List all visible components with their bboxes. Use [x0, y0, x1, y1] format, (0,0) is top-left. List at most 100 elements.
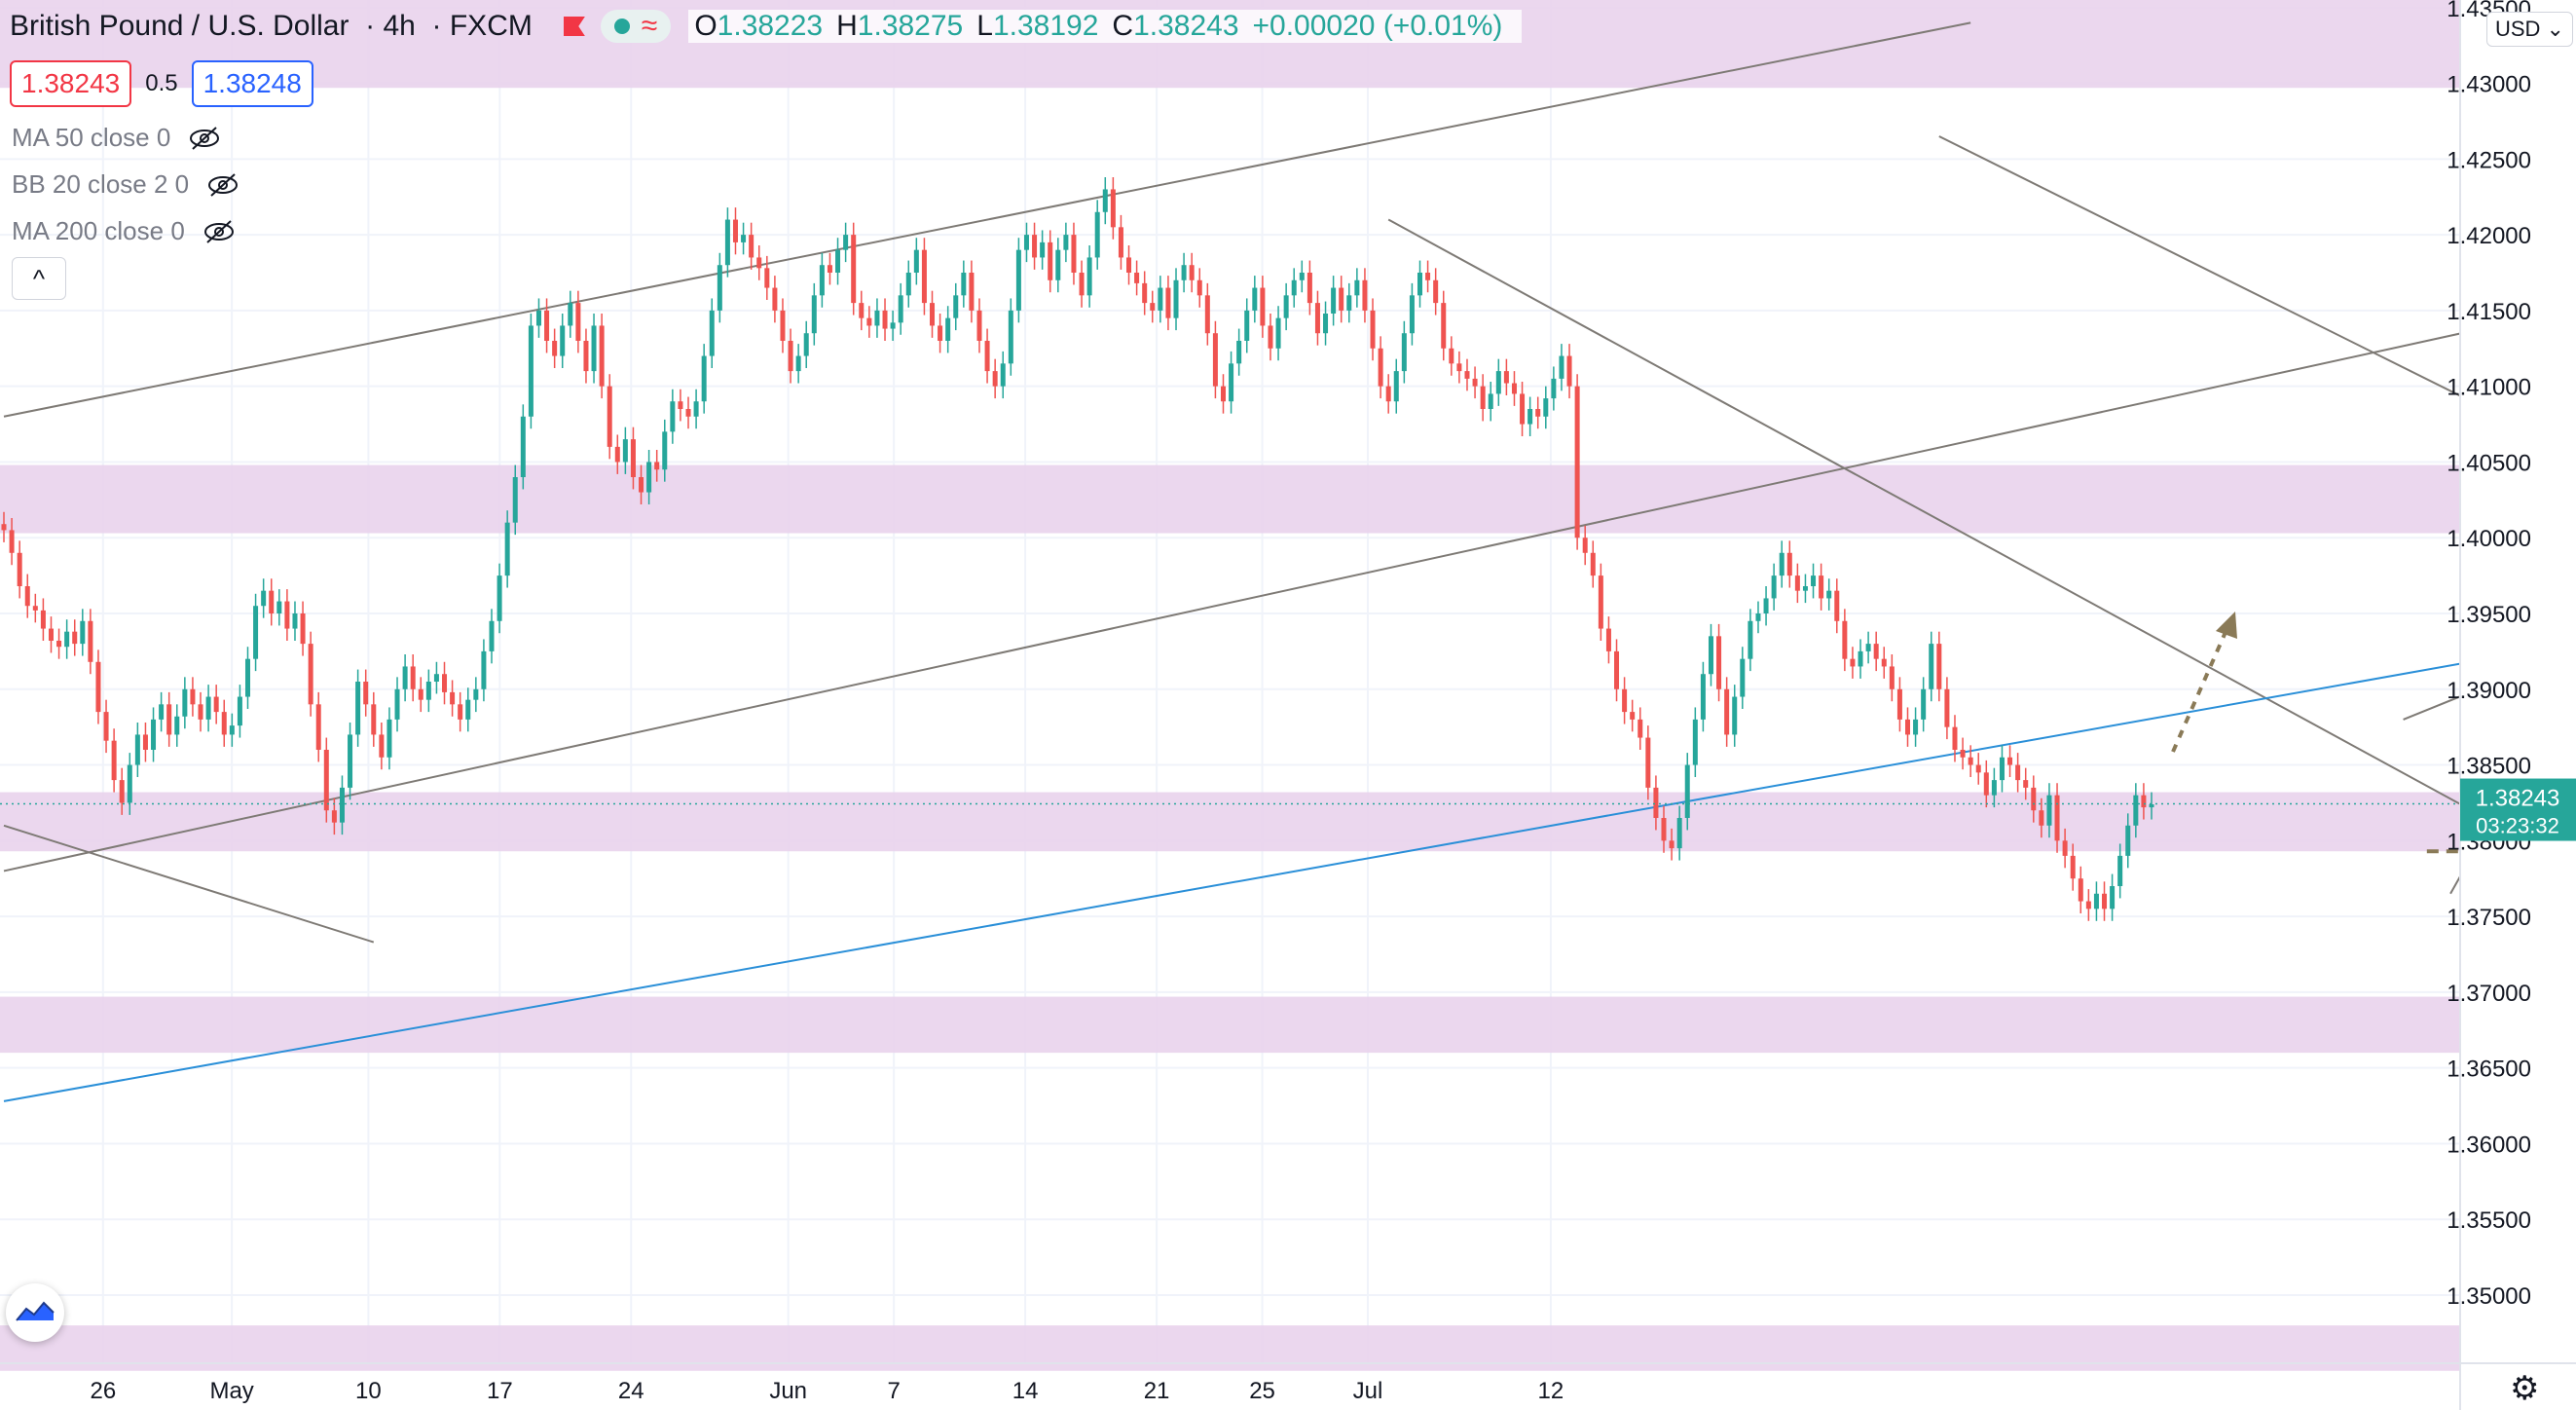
candle-body: [1913, 719, 1919, 735]
candle-body: [1543, 398, 1549, 417]
candle-body: [1086, 257, 1092, 296]
time-tick-label: 21: [1144, 1378, 1170, 1404]
flag-icon[interactable]: [563, 17, 585, 36]
candle-body: [1393, 371, 1399, 402]
candle-body: [662, 431, 668, 470]
candle-body: [1904, 719, 1911, 735]
price-tick-label: 1.35500: [2447, 1207, 2531, 1234]
candle-body: [292, 613, 298, 629]
candle-body: [1511, 383, 1517, 394]
candle-body: [1574, 386, 1580, 538]
candle-body: [410, 666, 416, 689]
candle-body: [756, 257, 762, 269]
indicator-ma50[interactable]: MA 50 close 0: [12, 123, 221, 153]
candle-body: [693, 401, 699, 417]
candle-body: [315, 704, 321, 750]
candle-body: [1362, 279, 1368, 311]
candle-body: [1692, 719, 1698, 765]
candle-body: [425, 682, 431, 700]
buy-price-button[interactable]: 1.38248: [191, 60, 313, 107]
market-open-dot-icon: [613, 19, 630, 34]
candle-body: [1032, 235, 1038, 258]
candle-body: [1094, 211, 1100, 258]
candle-body: [269, 590, 275, 613]
candle-body: [24, 586, 30, 607]
symbol-title[interactable]: British Pound / U.S. Dollar · 4h · FXCM: [10, 10, 533, 42]
candle-body: [363, 682, 369, 705]
status-pill[interactable]: ≈: [600, 10, 672, 43]
candle-body: [1960, 750, 1966, 758]
price-tick-label: 1.39500: [2447, 602, 2531, 628]
candle-body: [1464, 371, 1470, 379]
indicator-label: MA 200 close 0: [12, 216, 185, 245]
candle-body: [1236, 341, 1242, 364]
collapse-indicators-button[interactable]: ^: [12, 257, 66, 300]
candle-body: [749, 235, 754, 258]
candle-body: [1535, 409, 1541, 417]
time-axis: 26 May 10 17 24 Jun 7 14 21 25 Jul 12: [0, 1362, 2576, 1404]
arrow-head-icon: [2216, 612, 2237, 639]
eye-hidden-icon[interactable]: [206, 172, 239, 198]
indicator-bb20[interactable]: BB 20 close 2 0: [12, 169, 239, 200]
indicator-label: BB 20 close 2 0: [12, 169, 190, 199]
price-tick-label: 1.40000: [2447, 526, 2531, 552]
candle-body: [1520, 393, 1526, 425]
candle-body: [1495, 371, 1501, 394]
candle-body: [1110, 189, 1116, 228]
candle-body: [741, 235, 747, 242]
candle-body: [575, 303, 581, 341]
candle-body: [1417, 273, 1423, 296]
candle-body: [599, 325, 605, 387]
candle-body: [717, 265, 722, 311]
candle-body: [166, 704, 172, 735]
ohlc-value: 1.38243: [1133, 10, 1239, 42]
chart-legend: British Pound / U.S. Dollar · 4h · FXCM …: [10, 10, 1523, 43]
candle-body: [1676, 818, 1682, 849]
ohlc-key: O: [694, 10, 718, 42]
candle-body: [1638, 719, 1643, 738]
price-tick-label: 1.36500: [2447, 1057, 2531, 1083]
tradingview-logo-icon[interactable]: [6, 1283, 64, 1342]
long-term-support-line: [3, 642, 2576, 1102]
last-price-label: 1.38243: [2476, 786, 2560, 812]
candle-body: [866, 317, 872, 326]
candle-body: [1921, 688, 1927, 720]
candle-body: [1260, 287, 1266, 326]
candle-body: [2125, 825, 2131, 856]
candle-body: [1275, 317, 1281, 349]
eye-hidden-icon[interactable]: [188, 126, 221, 151]
currency-select[interactable]: USD ⌄: [2486, 12, 2573, 47]
candle-body: [1653, 787, 1659, 818]
candle-body: [764, 268, 770, 288]
candle-body: [1614, 650, 1620, 689]
candle-body: [1661, 818, 1667, 841]
candle-body: [1456, 363, 1462, 372]
price-tick-label: 1.39000: [2447, 678, 2531, 704]
candle-body: [938, 325, 943, 341]
candle-body: [1472, 378, 1478, 387]
candle-body: [835, 249, 841, 273]
candle-body: [1975, 764, 1981, 773]
candle-body: [95, 661, 101, 713]
eye-hidden-icon[interactable]: [202, 219, 236, 244]
candle-body: [134, 734, 140, 765]
ohlc-values: O1.38223 H1.38275 L1.38192 C1.38243 +0.00020…: [688, 10, 1523, 43]
sell-price-button[interactable]: 1.38243: [10, 60, 132, 107]
ohlc-key: L: [976, 10, 993, 42]
candle-body: [984, 341, 990, 372]
ohlc-value: 1.38275: [857, 10, 964, 42]
candle-body: [670, 401, 676, 432]
candle-body: [882, 310, 888, 329]
candle-body: [890, 322, 896, 329]
candle-body: [2015, 764, 2021, 781]
candle-body: [1771, 575, 1777, 599]
candle-body: [159, 704, 165, 720]
candle-body: [1740, 658, 1746, 697]
indicator-ma200[interactable]: MA 200 close 0: [12, 216, 236, 246]
candle-body: [80, 620, 86, 645]
candle-body: [1063, 235, 1069, 250]
candle-body: [1409, 295, 1415, 334]
candle-body: [127, 764, 132, 803]
settings-gear-icon[interactable]: ⚙: [2510, 1370, 2540, 1407]
